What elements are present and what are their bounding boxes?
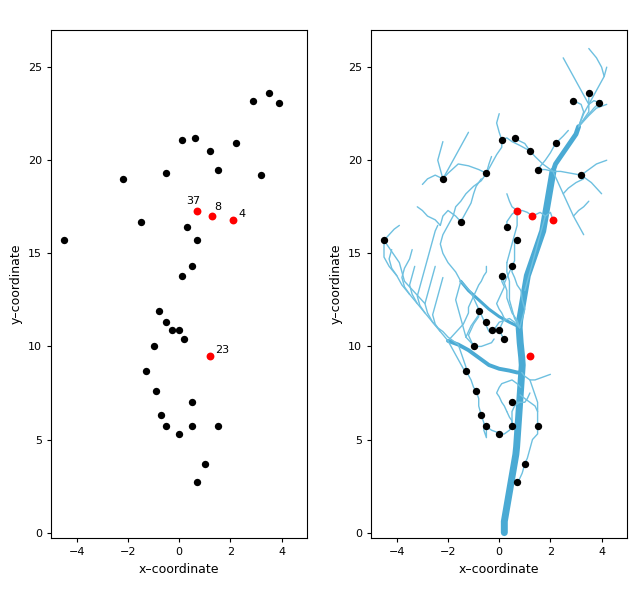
Point [594, 97, 604, 107]
Point [568, 96, 579, 105]
Point [481, 318, 492, 327]
Point [136, 217, 146, 227]
Point [151, 386, 161, 396]
Point [461, 366, 471, 376]
Point [274, 97, 284, 107]
Point [187, 422, 197, 431]
Point [576, 170, 586, 180]
Point [161, 422, 172, 431]
Point [497, 271, 507, 280]
Point [527, 211, 538, 221]
Point [189, 133, 200, 143]
Point [532, 422, 543, 431]
Point [494, 325, 504, 334]
Point [512, 236, 522, 245]
Point [59, 236, 69, 245]
Point [141, 366, 151, 376]
Point [248, 96, 259, 105]
Text: 37: 37 [186, 196, 200, 206]
X-axis label: x–coordinate: x–coordinate [139, 563, 220, 576]
Point [200, 459, 210, 468]
Point [174, 325, 184, 334]
Point [474, 306, 484, 316]
Point [161, 318, 172, 327]
Point [187, 261, 197, 271]
Text: 23: 23 [216, 345, 230, 355]
Point [499, 334, 509, 344]
Point [468, 341, 479, 351]
Point [512, 206, 522, 215]
Point [166, 325, 177, 334]
Point [205, 146, 215, 155]
Point [532, 165, 543, 175]
Point [205, 351, 215, 361]
Point [476, 411, 486, 420]
Point [182, 222, 192, 232]
Point [230, 139, 241, 148]
Point [187, 398, 197, 407]
Point [471, 386, 481, 396]
X-axis label: x–coordinate: x–coordinate [459, 563, 540, 576]
Point [212, 165, 223, 175]
Point [156, 411, 166, 420]
Point [497, 135, 507, 145]
Point [154, 306, 164, 316]
Point [550, 139, 561, 148]
Point [192, 478, 202, 487]
Point [177, 135, 187, 145]
Point [548, 215, 558, 225]
Point [192, 236, 202, 245]
Text: 4: 4 [239, 209, 246, 219]
Point [507, 261, 517, 271]
Point [256, 170, 266, 180]
Point [212, 422, 223, 431]
Y-axis label: y–coordinate: y–coordinate [330, 244, 342, 324]
Point [525, 146, 535, 155]
Point [512, 478, 522, 487]
Point [507, 422, 517, 431]
Point [481, 422, 492, 431]
Point [161, 169, 172, 178]
Point [456, 217, 466, 227]
Point [438, 174, 448, 184]
Point [509, 133, 520, 143]
Point [177, 271, 187, 280]
Point [207, 211, 218, 221]
Point [179, 334, 189, 344]
Point [584, 89, 594, 98]
Point [118, 174, 128, 184]
Point [174, 429, 184, 439]
Y-axis label: y–coordinate: y–coordinate [10, 244, 22, 324]
Point [520, 459, 530, 468]
Point [525, 351, 535, 361]
Point [502, 222, 512, 232]
Point [486, 325, 497, 334]
Text: 8: 8 [214, 202, 221, 212]
Point [228, 215, 238, 225]
Point [148, 341, 159, 351]
Point [379, 236, 389, 245]
Point [507, 398, 517, 407]
Point [494, 429, 504, 439]
Point [264, 89, 274, 98]
Point [192, 206, 202, 215]
Point [481, 169, 492, 178]
